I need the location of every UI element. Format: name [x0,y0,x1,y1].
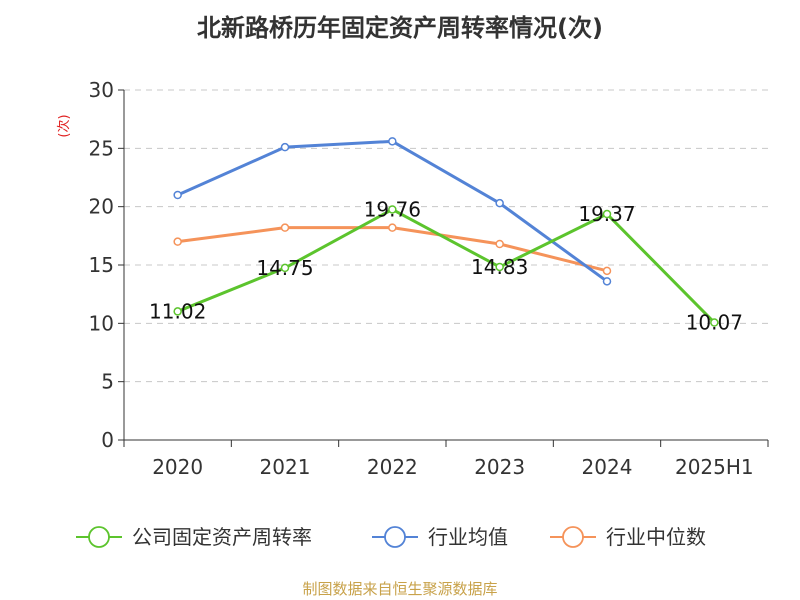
chart-title: 北新路桥历年固定资产周转率情况(次) [197,14,603,42]
data-point [495,198,504,208]
data-point [495,239,504,249]
x-tick-label: 2022 [367,455,418,479]
data-point [280,223,290,232]
x-tick-label: 2024 [582,455,633,479]
y-tick-labels: 0 5 10 15 20 25 30 [89,78,114,452]
series-2 [173,223,612,276]
y-tick-label: 10 [89,311,114,335]
data-label: 11.02 [149,299,206,323]
x-tick-label: 2021 [260,455,311,479]
data-point [495,262,504,272]
source-note: 制图数据来自恒生聚源数据库 [302,580,498,598]
data-point [173,190,182,200]
data-point [602,277,612,286]
data-label: 14.83 [471,255,528,279]
series-line [177,207,716,324]
data-labels: 11.02 14.75 19.76 14.83 19.37 10.07 [149,197,743,334]
series-lines [173,137,719,327]
series-0 [173,205,719,327]
data-point [280,263,290,273]
data-point [280,142,290,152]
data-point [173,307,182,316]
y-tick-label: 15 [89,253,114,277]
data-point [388,205,397,214]
legend-marker [562,526,584,548]
data-point [173,237,182,246]
y-tick-label: 0 [101,428,114,452]
data-label: 10.07 [686,311,743,335]
x-tick-label: 2025H1 [675,455,754,479]
series-1 [173,137,612,286]
y-tick-label: 25 [89,136,114,160]
legend: 公司固定资产周转率 行业均值 行业中位数 [76,525,706,549]
data-label: 14.75 [256,256,313,280]
data-label: 19.37 [578,202,635,226]
x-tick-label: 2023 [474,455,525,479]
legend-marker [88,526,110,548]
data-label: 19.76 [364,197,421,221]
legend-item-2: 行业中位数 [550,525,706,549]
legend-label: 行业中位数 [606,525,706,549]
y-tick-label: 30 [89,78,114,102]
y-tick-label: 20 [89,195,114,219]
data-point [602,266,612,276]
legend-label: 行业均值 [428,525,508,549]
data-point [388,137,397,146]
data-point [602,209,612,219]
data-point [388,223,397,232]
y-axis-unit: (次) [56,114,72,137]
legend-item-0: 公司固定资产周转率 [76,525,312,549]
legend-marker [384,526,406,548]
y-tick-label: 5 [101,370,114,394]
x-tick-label: 2020 [152,455,203,479]
data-point [710,318,719,327]
legend-label: 公司固定资产周转率 [132,525,312,549]
grid-lines [124,89,768,383]
legend-item-1: 行业均值 [372,525,508,549]
x-tick-labels: 2020 2021 2022 2023 2024 2025H1 [152,455,753,479]
axes [118,89,769,447]
